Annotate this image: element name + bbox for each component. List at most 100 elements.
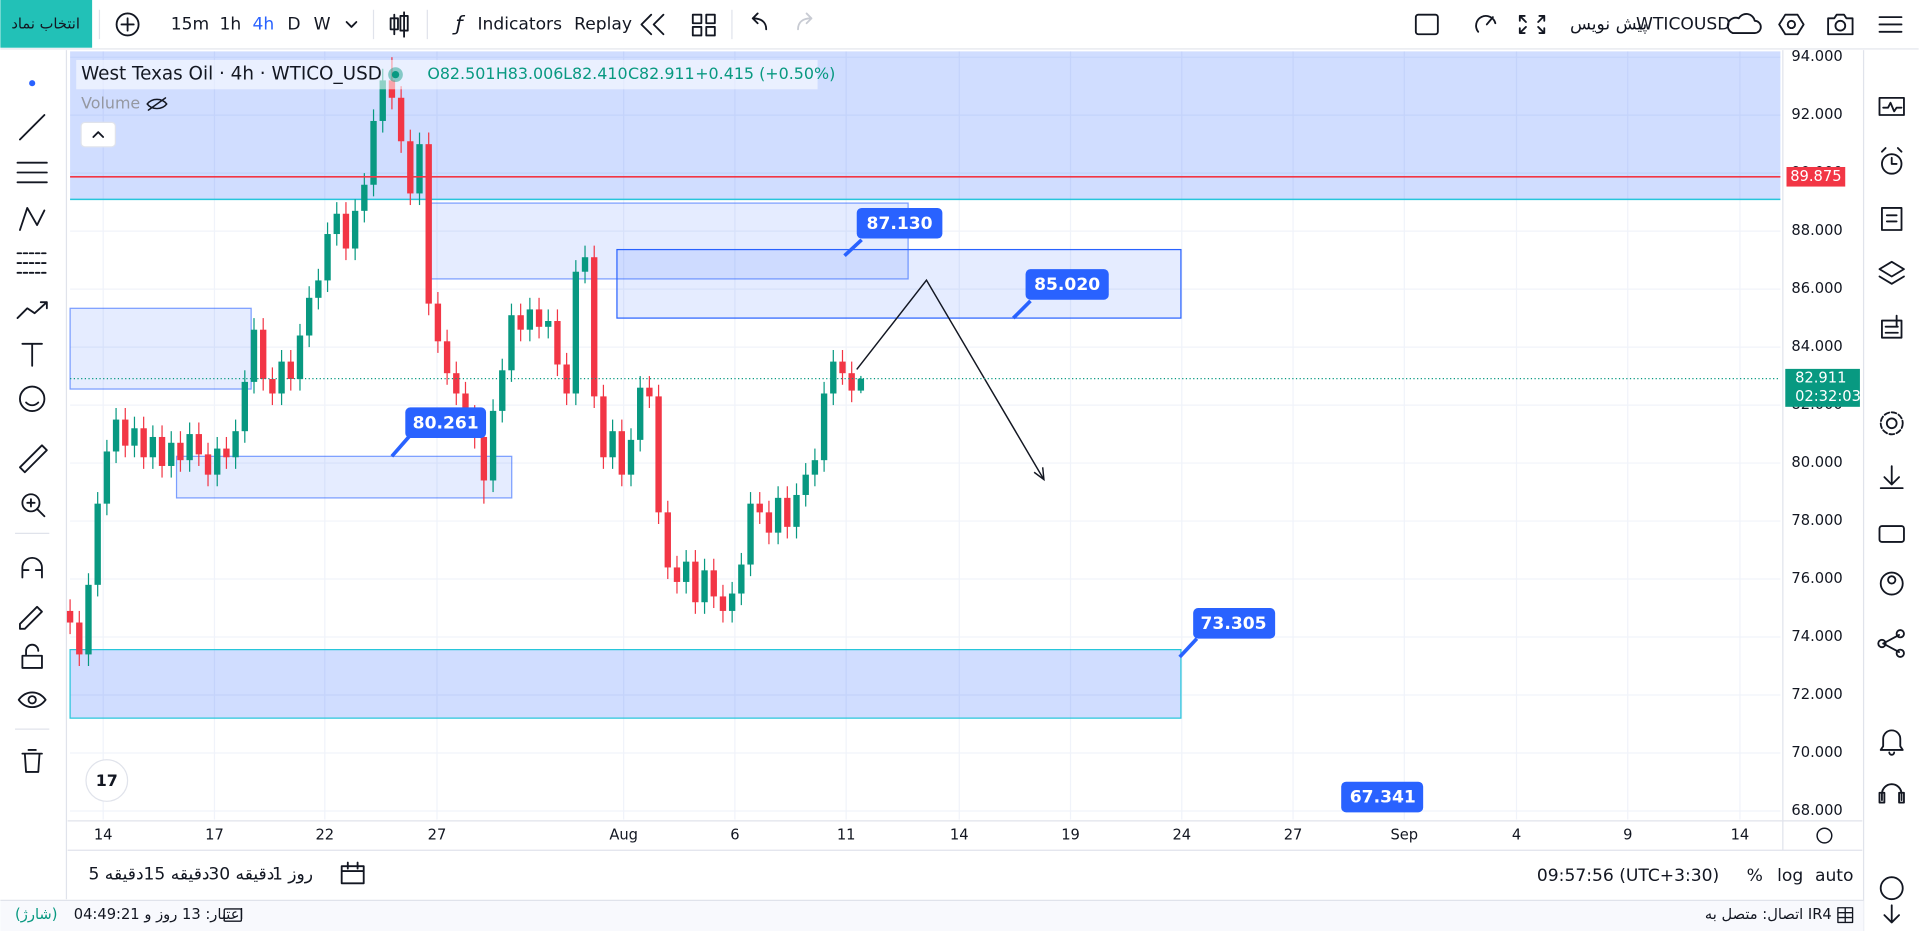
redo-icon[interactable] (797, 12, 813, 31)
zoom-tool-plus (26, 498, 46, 518)
drawing-mode-tool[interactable] (19, 605, 43, 630)
indicators-icon[interactable]: ƒ (451, 11, 465, 35)
y-tick-label: 78.000 (1791, 512, 1842, 529)
log-toggle[interactable]: log (1777, 866, 1803, 886)
candle-body (370, 120, 377, 185)
callout-box[interactable] (1193, 608, 1276, 639)
help-icon[interactable] (1879, 876, 1904, 901)
candle-body (195, 434, 203, 455)
range-button[interactable]: 30 دقیقه (208, 865, 274, 885)
layouts-icon[interactable] (691, 13, 716, 37)
callout-box[interactable] (1341, 781, 1424, 813)
charge-label[interactable]: (شارژ) (15, 906, 57, 923)
axis-settings-icon[interactable] (1816, 827, 1833, 844)
download-icon[interactable] (1879, 465, 1904, 490)
alerts-icon[interactable] (1881, 153, 1903, 175)
menu-icon[interactable] (1878, 16, 1903, 33)
fullscreen-box-icon[interactable] (1414, 13, 1439, 36)
visibility-tool[interactable] (17, 691, 47, 709)
last-price-tag (1785, 368, 1860, 407)
indicators-button[interactable]: Indicators (477, 14, 562, 34)
demand-zone[interactable] (69, 649, 1182, 719)
speed-icon[interactable] (1475, 15, 1497, 33)
date-range-icon[interactable] (340, 861, 365, 885)
snapshot-lens (1834, 19, 1847, 32)
range-button[interactable]: 1 روز (272, 865, 313, 885)
chart-type-icon[interactable] (389, 11, 409, 38)
callout-box[interactable] (856, 207, 943, 239)
notification-icon[interactable] (1879, 729, 1904, 756)
cloud-icon[interactable] (1726, 13, 1762, 34)
clock-label[interactable]: 09:57:56 (UTC+3:30) (1537, 866, 1719, 886)
symbol-label[interactable]: WTICOUSD (1636, 14, 1730, 34)
interval-dropdown[interactable] (345, 21, 358, 28)
y-tick-label: 74.000 (1791, 628, 1842, 645)
volume-label[interactable]: Volume (81, 93, 140, 112)
candle-body (655, 396, 662, 513)
zone-rectangle[interactable] (175, 455, 513, 499)
news-icon[interactable] (1881, 314, 1903, 339)
interval-button[interactable]: 1h (219, 14, 241, 34)
add-symbol-icon[interactable] (115, 12, 140, 37)
candle-body (103, 451, 111, 504)
prediction-tool[interactable] (16, 301, 48, 319)
fib-tool[interactable] (16, 161, 48, 184)
draft-label[interactable]: پیش نویس (1570, 14, 1648, 34)
settings-icon[interactable] (1778, 13, 1805, 36)
wallet-icon[interactable] (1878, 525, 1905, 543)
collapse-legend-button[interactable] (80, 121, 116, 148)
candle-body (296, 335, 304, 379)
text-tool[interactable] (21, 342, 43, 367)
auto-toggle[interactable]: auto (1815, 866, 1854, 886)
support-icon[interactable] (1878, 783, 1905, 804)
profile-icon[interactable] (1879, 571, 1904, 596)
percent-toggle[interactable]: % (1747, 866, 1763, 886)
symbol-button[interactable] (0, 0, 93, 48)
scroll-icon[interactable] (1883, 904, 1900, 924)
forecast-tool[interactable] (16, 252, 48, 274)
interval-button[interactable]: D (287, 14, 300, 34)
zone-rectangle[interactable] (430, 202, 909, 280)
snapshot-icon[interactable] (1827, 13, 1854, 36)
lock-tool[interactable] (21, 643, 43, 669)
gear-icon[interactable] (1879, 411, 1904, 436)
legend-title[interactable]: West Texas Oil · 4h · WTICO_USD (81, 64, 382, 85)
credit-label: اعتبار: 13 روز و 04:49:21 (74, 906, 244, 923)
interval-button[interactable]: 15m (171, 14, 209, 34)
layers-icon[interactable] (1878, 260, 1905, 285)
ruler-tool[interactable] (19, 444, 48, 474)
callout-box[interactable] (405, 407, 487, 438)
candle-body (177, 442, 184, 461)
trend-line-tool[interactable] (19, 114, 46, 141)
magnet-tool[interactable] (21, 556, 43, 579)
projection-arrow[interactable] (856, 278, 1045, 480)
watchlist-icon[interactable] (1878, 96, 1905, 116)
candle-body (232, 431, 239, 458)
notes-icon[interactable] (1881, 207, 1903, 231)
symbol-button-label[interactable]: انتخاب نماد (11, 15, 80, 32)
x-tick-label: Aug (609, 827, 638, 844)
callout-box[interactable] (1025, 269, 1109, 300)
zone-rectangle[interactable] (69, 307, 252, 390)
zoom-tool[interactable] (21, 493, 41, 513)
interval-button-active[interactable]: 4h (253, 14, 275, 34)
undo-icon[interactable] (751, 12, 768, 31)
expand-icon[interactable] (1518, 14, 1546, 34)
legend-low: L82.410 (563, 64, 627, 83)
delete-tool[interactable] (21, 749, 43, 773)
replay-icon[interactable] (640, 13, 665, 36)
replay-button[interactable]: Replay (574, 14, 632, 34)
cursor-tool[interactable] (29, 80, 36, 87)
interval-button[interactable]: W (314, 14, 331, 34)
range-button[interactable]: 15 دقیقه (143, 865, 209, 885)
drawings (69, 51, 1781, 719)
pattern-tool[interactable] (19, 207, 46, 231)
candle-body (609, 431, 616, 458)
volume-hidden-icon[interactable] (146, 97, 168, 111)
callout-label: 85.020 (1034, 275, 1100, 295)
emoji-tool[interactable] (19, 385, 46, 412)
legend-close: C82.911 (628, 64, 695, 83)
tv-logo[interactable] (85, 759, 129, 802)
range-button[interactable]: 5 دقیقه (88, 865, 143, 885)
callout-pointer (843, 238, 863, 258)
